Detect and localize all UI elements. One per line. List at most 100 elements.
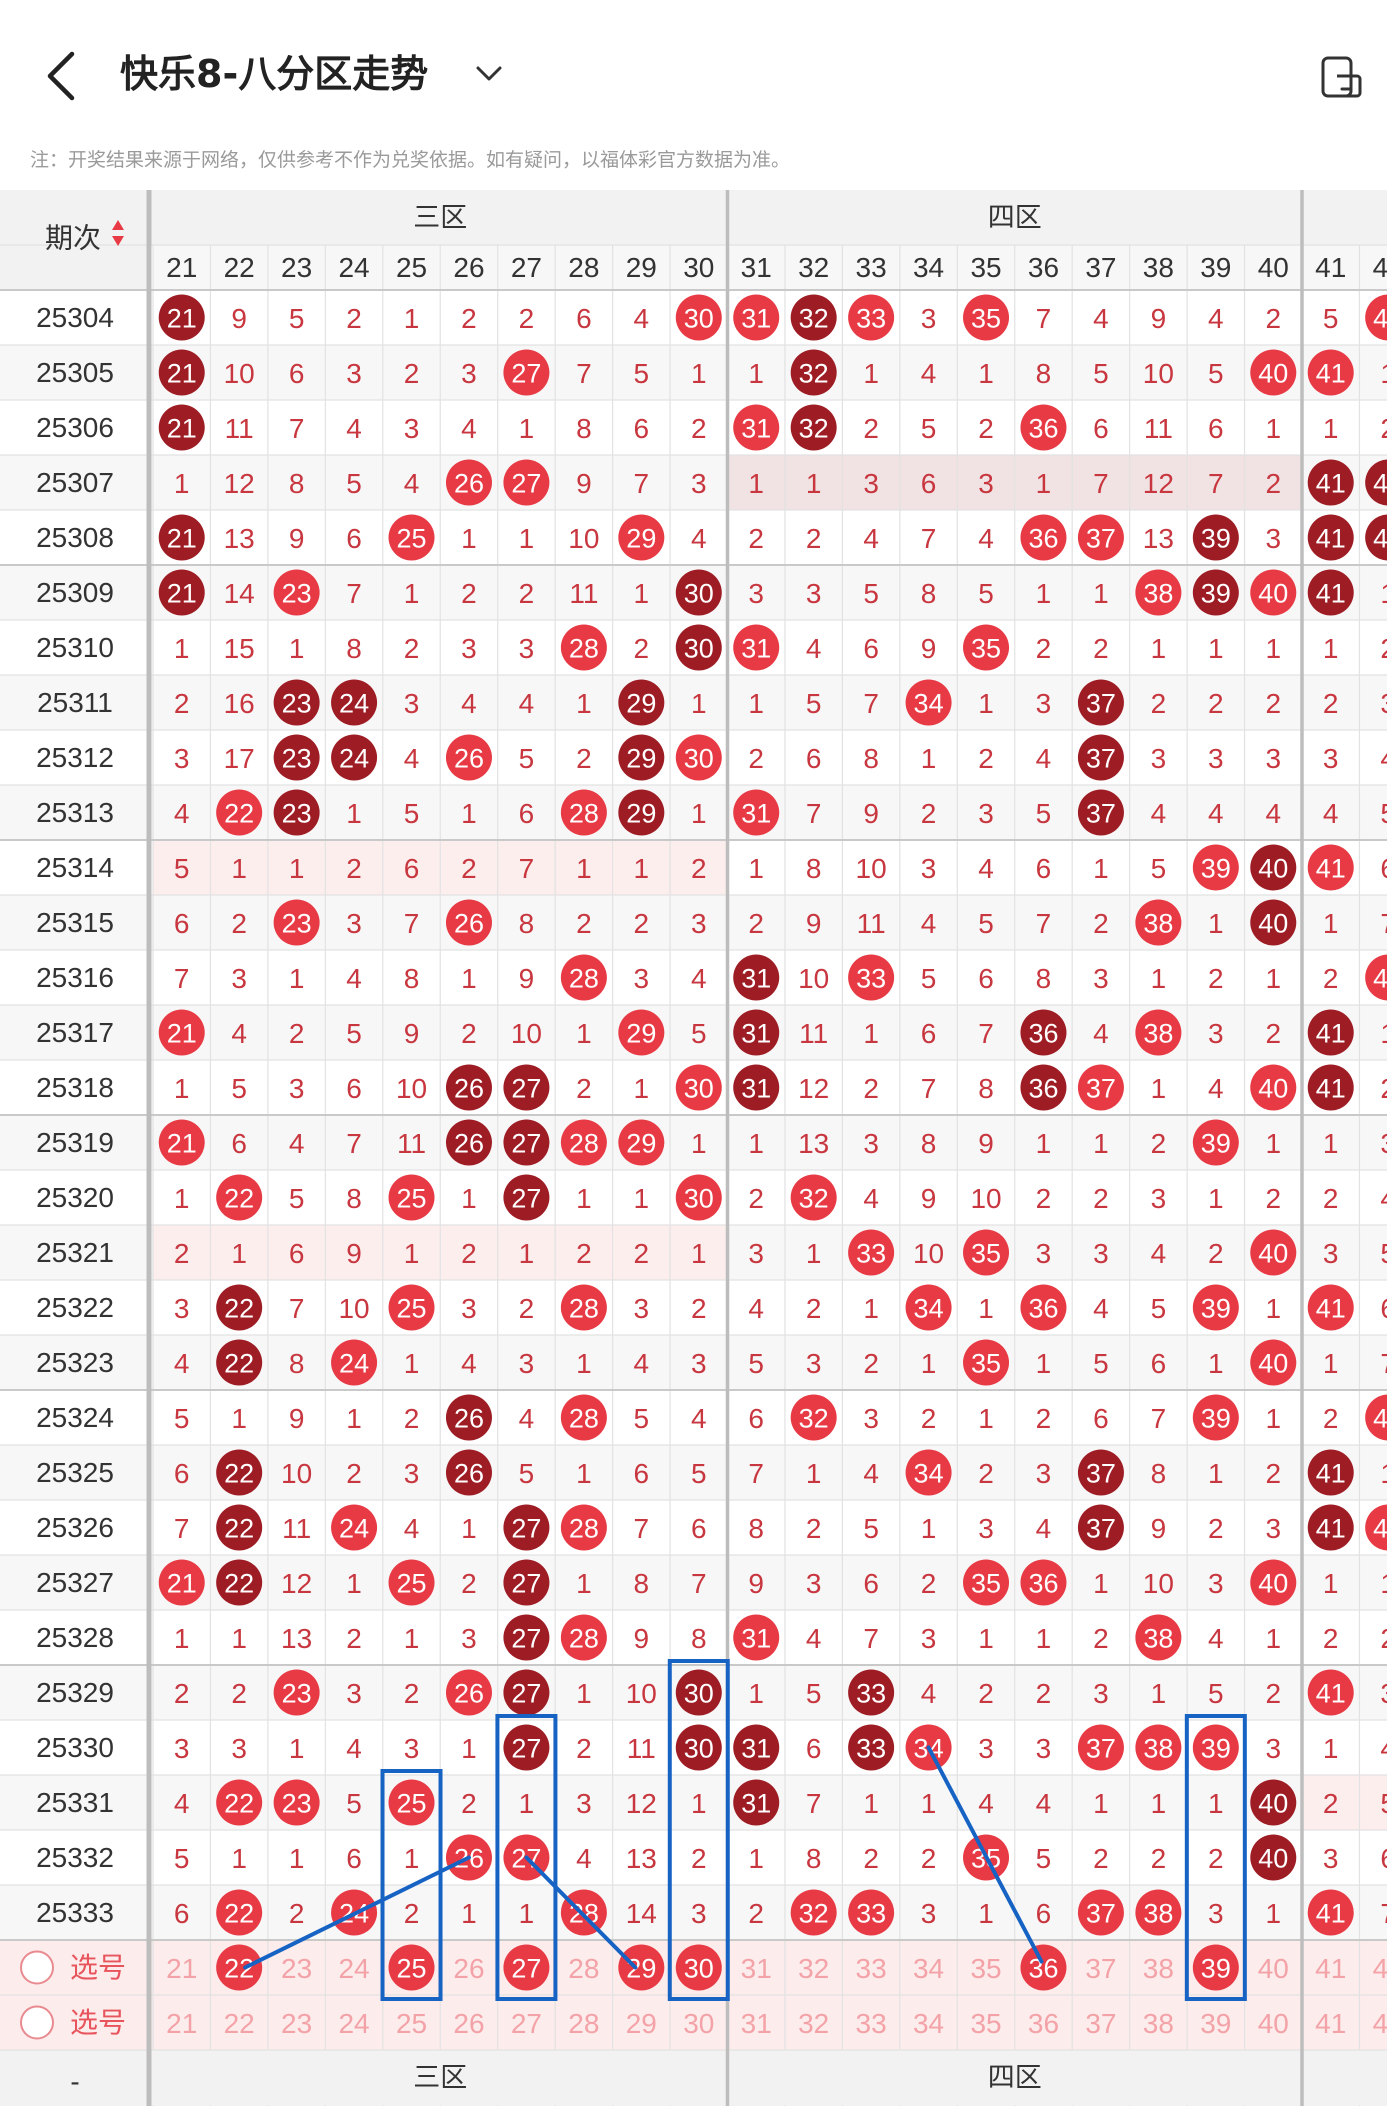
miss-count: 5 [346,1018,362,1049]
column-header: 35 [970,252,1001,283]
period-label: 25326 [36,1512,114,1543]
select-number[interactable]: 42 [1373,1953,1387,1984]
select-number[interactable]: 26 [453,1953,484,1984]
select-number[interactable]: 26 [453,2008,484,2039]
miss-count: 5 [1093,358,1109,389]
select-number[interactable]: 28 [568,2008,599,2039]
picked-ball[interactable] [388,1944,435,1991]
select-number[interactable]: 22 [224,2008,255,2039]
select-number[interactable]: 39 [1200,2008,1231,2039]
picked-ball[interactable] [675,1944,722,1991]
chevron-down-icon[interactable] [474,56,504,92]
select-number[interactable]: 21 [166,1953,197,1984]
select-number[interactable]: 23 [281,2008,312,2039]
chevron-left-icon[interactable] [42,48,82,104]
picked-ball[interactable] [1192,1944,1239,1991]
miss-count: 10 [281,1458,312,1489]
period-header[interactable]: 期次 [45,223,101,254]
select-number[interactable]: 32 [798,2008,829,2039]
miss-count: 3 [404,1458,420,1489]
miss-count: 2 [978,1458,994,1489]
miss-count: 3 [1093,963,1109,994]
miss-count: 1 [1208,908,1224,939]
select-number[interactable]: 24 [338,1953,369,1984]
picked-number[interactable]: 39 [1201,1954,1231,1984]
picked-number[interactable]: 30 [684,1954,714,1984]
hit-ball [1365,1504,1387,1551]
hit-number: 25 [397,1789,427,1819]
split-screen-icon[interactable] [1318,54,1364,100]
miss-count: 2 [978,743,994,774]
select-number[interactable]: 38 [1143,2008,1174,2039]
hit-ball [963,1339,1010,1386]
page-title[interactable]: 快乐8-八分区走势 [120,52,429,96]
miss-count: 2 [921,1843,937,1874]
select-number[interactable]: 31 [741,2008,772,2039]
select-label[interactable]: 选号 [70,2007,126,2038]
hit-ball [675,1064,722,1111]
miss-count: 1 [748,688,764,719]
select-number[interactable]: 33 [856,1953,887,1984]
miss-count: 2 [1208,1513,1224,1544]
hit-number: 36 [1028,1569,1058,1599]
select-label[interactable]: 选号 [70,1952,126,1983]
miss-count: 5 [174,1403,190,1434]
sort-arrows-icon[interactable] [112,220,124,246]
select-number[interactable]: 35 [970,2008,1001,2039]
select-number[interactable]: 42 [1373,2008,1387,2039]
miss-count: 9 [806,908,822,939]
hit-ball [273,1669,320,1716]
miss-count: 2 [1265,688,1281,719]
hit-ball [790,294,837,341]
select-number[interactable]: 40 [1258,1953,1289,1984]
select-number[interactable]: 27 [511,2008,542,2039]
select-number[interactable]: 28 [568,1953,599,1984]
miss-count: 9 [921,1183,937,1214]
hit-ball [445,459,492,506]
select-radio[interactable] [20,2005,54,2040]
picked-ball[interactable] [1020,1944,1067,1991]
select-number[interactable]: 37 [1085,2008,1116,2039]
select-number[interactable]: 21 [166,2008,197,2039]
picked-number[interactable]: 22 [224,1954,254,1984]
miss-count: 12 [224,468,255,499]
select-number[interactable]: 35 [970,1953,1001,1984]
miss-count: 2 [921,1403,937,1434]
select-number[interactable]: 40 [1258,2008,1289,2039]
hit-ball [675,569,722,616]
select-number[interactable]: 24 [338,2008,369,2039]
select-number[interactable]: 41 [1315,2008,1346,2039]
select-number[interactable]: 25 [396,2008,427,2039]
select-number[interactable]: 23 [281,1953,312,1984]
miss-count: 10 [396,1073,427,1104]
picked-ball[interactable] [503,1944,550,1991]
select-number[interactable]: 33 [856,2008,887,2039]
select-number[interactable]: 34 [913,1953,944,1984]
hit-ball [618,1119,665,1166]
select-number[interactable]: 34 [913,2008,944,2039]
select-number[interactable]: 41 [1315,1953,1346,1984]
select-number[interactable]: 29 [626,2008,657,2039]
picked-number[interactable]: 29 [626,1954,656,1984]
select-radio[interactable] [20,1950,54,1985]
picked-ball[interactable] [618,1944,665,1991]
miss-count: 9 [1151,303,1167,334]
select-number[interactable]: 36 [1028,2008,1059,2039]
select-number[interactable]: 37 [1085,1953,1116,1984]
miss-count: 7 [1151,1403,1167,1434]
picked-number[interactable]: 27 [511,1954,541,1984]
hit-number: 21 [167,1129,197,1159]
picked-number[interactable]: 25 [397,1954,427,1984]
hit-number: 34 [914,689,944,719]
miss-count: 1 [1151,1788,1167,1819]
miss-count: 5 [1380,1238,1387,1269]
select-number[interactable]: 38 [1143,1953,1174,1984]
hit-number: 26 [454,744,484,774]
picked-ball[interactable] [216,1944,263,1991]
select-number[interactable]: 30 [683,2008,714,2039]
select-number[interactable]: 31 [741,1953,772,1984]
picked-number[interactable]: 36 [1028,1954,1058,1984]
miss-count: 5 [1208,1678,1224,1709]
select-number[interactable]: 32 [798,1953,829,1984]
